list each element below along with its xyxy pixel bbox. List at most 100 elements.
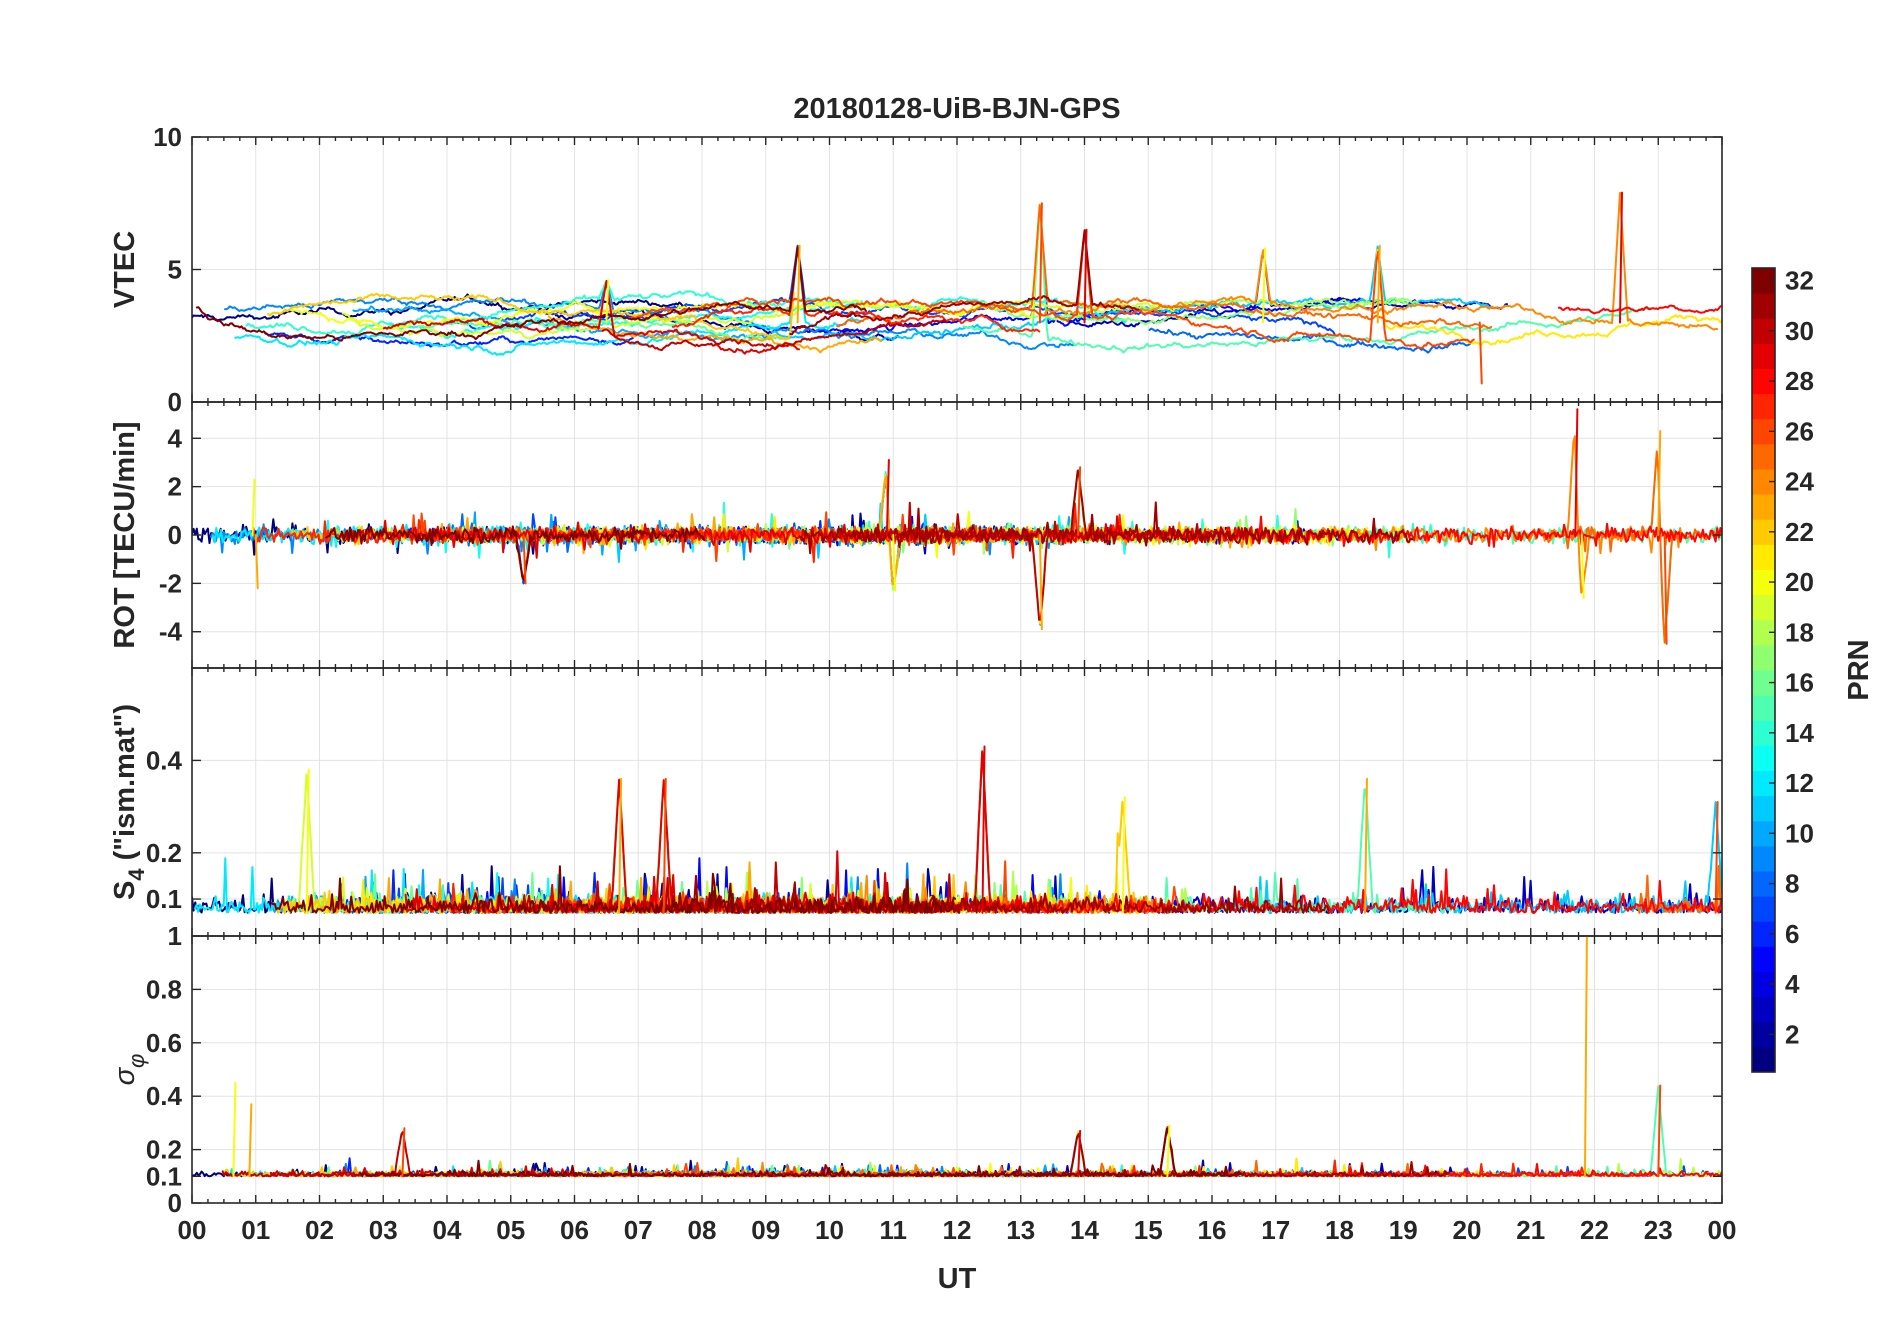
trace-vtec-prn-27 <box>671 249 1041 333</box>
grid-sigma <box>192 935 1722 1204</box>
x-tick-label: 11 <box>880 1215 908 1245</box>
x-tick-label: 01 <box>241 1215 270 1245</box>
colorbar-segment <box>1752 519 1775 545</box>
y-tick-label: -4 <box>159 617 183 647</box>
x-tick-label: 02 <box>305 1215 334 1245</box>
colorbar-tick-label: 14 <box>1785 718 1814 748</box>
x-tick-label: 14 <box>1070 1215 1099 1245</box>
y-tick-label: 0.4 <box>146 745 183 775</box>
trace-vtec-prn-26 <box>629 234 1475 350</box>
spike-rot <box>251 478 256 536</box>
spike-sigma <box>1583 936 1588 1178</box>
x-tick-label: 13 <box>1006 1215 1035 1245</box>
y-tick-label: 0.1 <box>146 1161 182 1191</box>
y-tick-label: -2 <box>159 568 182 598</box>
colorbar-segment <box>1752 871 1775 897</box>
spike-rot <box>1574 408 1579 536</box>
panel-s4: 0.1 0.2 0.4S4 ("ism.mat") <box>109 667 1723 937</box>
colorbar-tick-label: 8 <box>1785 869 1799 899</box>
spike-vtec <box>1619 191 1623 324</box>
spike-vtec <box>1083 228 1088 324</box>
y-tick-label: 1 <box>168 921 182 951</box>
colorbar-tick-label: 30 <box>1785 316 1814 346</box>
trace-s4-prn-28 <box>968 868 1722 914</box>
y-tick-label: 2 <box>168 472 182 502</box>
spike-vtec <box>796 244 801 324</box>
spike-rot <box>522 534 527 585</box>
panels-group: 05 1 0 VTEC -4 -2 02 4 ROT [TECU/min] 0.1 0.2 0.4S4… <box>109 122 1736 1245</box>
spike-s4 <box>1121 796 1126 914</box>
trace-vtec-prn-12 <box>234 246 861 356</box>
colorbar-tick-label: 22 <box>1785 517 1814 547</box>
y-tick-label: 4 <box>168 423 183 453</box>
x-tick-label: 09 <box>751 1215 780 1245</box>
y-tick-label: 0.2 <box>146 838 182 868</box>
colorbar-segment <box>1752 695 1775 721</box>
spike-s4 <box>1364 777 1368 914</box>
x-tick-label: 08 <box>688 1215 717 1245</box>
panel-sigma: 00.10.2 0.4 0.6 0.8 1 σφ <box>109 921 1723 1218</box>
colorbar-segment <box>1752 393 1775 420</box>
colorbar-tick-label: 10 <box>1785 818 1814 848</box>
trace-s4-prn-25 <box>1636 864 1722 914</box>
colorbar-tick-label: 6 <box>1785 919 1799 949</box>
trace-vtec-prn-7 <box>446 244 1336 335</box>
colorbar-segment <box>1752 644 1775 671</box>
trace-vtec-prn-30 <box>601 318 947 352</box>
colorbar-segment <box>1752 670 1775 696</box>
x-tick-label: 07 <box>624 1215 653 1245</box>
trace-s4-prn-14 <box>432 757 1057 914</box>
y-tick-label: 0 <box>168 387 182 417</box>
trace-rot-prn-28 <box>1170 515 1722 548</box>
x-tick-label: 21 <box>1516 1215 1545 1245</box>
trace-vtec-prn-16 <box>417 316 789 343</box>
colorbar-frame <box>1751 267 1776 1073</box>
x-tick-label: 18 <box>1325 1215 1354 1245</box>
colorbar-segment <box>1752 443 1775 470</box>
spike-sigma <box>248 1103 253 1178</box>
colorbar-tick-label: 26 <box>1785 416 1814 446</box>
x-tick-labels: 00 01 02 03 04 05 06 07 08 09 10 11 12 13 14 15 16 17 18 19… <box>178 1215 1737 1245</box>
spike-rot <box>892 534 897 592</box>
trace-s4-prn-15 <box>735 788 1458 914</box>
spike-rot <box>1657 430 1662 536</box>
colorbar-segment <box>1752 268 1775 294</box>
trace-s4-prn-31 <box>656 874 1330 914</box>
colorbar-tick-label: 4 <box>1785 969 1800 999</box>
y-axis-label-rot: ROT [TECU/min] <box>109 421 141 648</box>
x-tick-label: 03 <box>369 1215 398 1245</box>
x-tick-label: 16 <box>1198 1215 1227 1245</box>
colorbar-segment <box>1752 745 1775 771</box>
colorbar-tick-label: 16 <box>1785 668 1814 698</box>
y-axis-label-s4: S4 ("ism.mat") <box>109 704 149 900</box>
trace-rot-prn-15 <box>1508 453 1722 645</box>
colorbar-segment <box>1752 318 1775 344</box>
spike-vtec <box>605 279 610 324</box>
traces-sigma <box>192 1085 1722 1178</box>
y-axis-label-sigma: σφ <box>109 1054 149 1086</box>
spike-sigma <box>401 1127 406 1178</box>
colorbar-tick-label: 12 <box>1785 768 1814 798</box>
y-tick-label: 0.6 <box>146 1028 182 1058</box>
panel-rot: -4 -2 0 2 4 ROT [TECU/min] <box>109 401 1723 669</box>
spike-rot <box>885 459 890 536</box>
trace-rot-prn-32 <box>325 525 705 582</box>
x-tick-label: 15 <box>1134 1215 1163 1245</box>
colorbar-segment <box>1752 594 1775 621</box>
colorbar-segment <box>1752 921 1775 947</box>
spike-s4 <box>618 777 623 914</box>
y-tick-label: 5 <box>168 255 182 285</box>
colorbar-segment <box>1752 820 1775 847</box>
trace-vtec-prn-17 <box>993 297 1425 326</box>
colorbar-segment <box>1752 896 1775 922</box>
x-axis-label: UT <box>938 1263 977 1295</box>
trace-sigma-prn-7 <box>987 1127 1722 1178</box>
x-tick-label: 05 <box>496 1215 525 1245</box>
x-tick-label: 04 <box>433 1215 462 1245</box>
trace-vtec-prn-24 <box>1044 191 1719 331</box>
y-axis-label-vtec: VTEC <box>109 231 141 308</box>
spike-sigma <box>1077 1129 1082 1178</box>
spike-s4 <box>981 745 986 914</box>
traces-vtec <box>192 191 1722 356</box>
colorbar-segment <box>1752 293 1775 319</box>
